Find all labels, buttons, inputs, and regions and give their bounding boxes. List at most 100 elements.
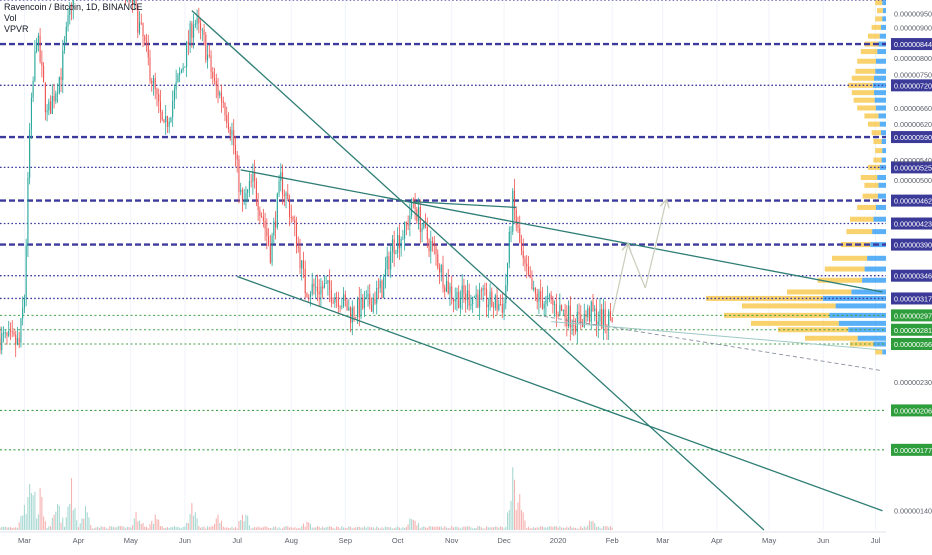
price-label-box xyxy=(891,238,932,251)
candle-body xyxy=(353,307,355,318)
candle-body xyxy=(62,50,64,81)
volume-bar xyxy=(552,526,554,530)
volume-bar xyxy=(557,527,559,530)
time-tick-label: Jul xyxy=(871,536,881,545)
volume-bar xyxy=(416,525,418,530)
volume-bar xyxy=(302,523,305,530)
vp-bar-down xyxy=(846,229,873,235)
gridlines xyxy=(23,0,877,530)
volume-bar xyxy=(391,528,393,530)
vp-bar-up xyxy=(867,255,886,261)
candle-body xyxy=(564,309,566,318)
candle-body xyxy=(238,159,240,192)
candle-body xyxy=(313,283,315,287)
candle-body xyxy=(180,70,182,73)
symbol-title[interactable]: Ravencoin / Bitcoin, 1D, BINANCE xyxy=(4,2,143,12)
candle-body xyxy=(320,286,322,295)
time-tick-label: Oct xyxy=(392,536,405,545)
volume-bar xyxy=(231,526,233,530)
volume-bar xyxy=(526,528,528,530)
time-axis: Mar Apr May Jun Jul Aug Sep Oct Nov Dec 2020 Feb Mar… xyxy=(0,531,886,550)
price-tick-label: 0.00000590 xyxy=(894,133,932,142)
volume-bar xyxy=(520,510,523,530)
volume-bar xyxy=(538,527,540,530)
volume-bar xyxy=(494,526,496,530)
volume-bar xyxy=(212,525,214,530)
volume-bar xyxy=(602,526,604,530)
volume-bars xyxy=(0,467,613,530)
candle-body xyxy=(20,318,22,343)
candle-body xyxy=(379,280,381,289)
candle-body xyxy=(13,332,15,335)
vp-bar-down xyxy=(875,349,883,355)
vp-bar-up xyxy=(873,341,886,347)
candle-body xyxy=(604,309,606,326)
volume-bar xyxy=(140,523,142,530)
time-tick-label: Nov xyxy=(445,536,459,545)
candle-body xyxy=(58,76,60,94)
candle-body xyxy=(259,210,261,217)
candle-body xyxy=(527,266,530,275)
volume-bar xyxy=(531,528,533,530)
candle-body xyxy=(285,193,287,196)
candle-body xyxy=(595,308,598,326)
candlesticks xyxy=(0,0,613,358)
candle-body xyxy=(534,287,536,294)
candle-body xyxy=(294,219,296,223)
volume-bar xyxy=(472,528,474,530)
volume-bar xyxy=(578,528,580,530)
vp-bar-up xyxy=(882,148,886,154)
volume-bar xyxy=(505,526,507,530)
candle-body xyxy=(240,189,242,192)
trendline xyxy=(236,275,883,512)
volume-bar xyxy=(189,513,191,530)
candle-body xyxy=(222,101,224,103)
volume-bar xyxy=(435,526,437,530)
volume-bar xyxy=(51,518,53,530)
volume-bar xyxy=(409,518,411,530)
candle-body xyxy=(280,172,282,181)
price-label-box xyxy=(891,404,932,417)
candle-body xyxy=(11,331,13,333)
volume-bar xyxy=(186,522,188,530)
vp-bar-down xyxy=(868,164,880,170)
chart-legend: Ravencoin / Bitcoin, 1D, BINANCE Vol VPV… xyxy=(4,2,143,35)
candle-body xyxy=(145,41,148,45)
candle-body xyxy=(266,228,268,237)
volume-bar xyxy=(203,526,205,530)
candle-body xyxy=(585,314,587,318)
vp-bar-down xyxy=(832,255,868,261)
volume-bar xyxy=(573,527,575,530)
vp-bar-up xyxy=(875,204,886,210)
volume-bar xyxy=(116,526,118,530)
candle-body xyxy=(236,154,238,160)
vp-bar-up xyxy=(872,229,886,235)
price-tick-label: 0.00000317 xyxy=(894,294,932,303)
vp-bar-up xyxy=(875,58,886,64)
candle-body xyxy=(386,256,388,270)
candle-body xyxy=(506,263,509,286)
volume-bar xyxy=(444,526,446,530)
volume-bar xyxy=(137,521,139,530)
volume-bar xyxy=(252,527,254,530)
volume-bar xyxy=(165,527,167,530)
volume-bar xyxy=(222,526,224,530)
indicator-vol[interactable]: Vol xyxy=(4,13,17,23)
candle-body xyxy=(255,180,257,201)
volume-bar xyxy=(154,514,156,530)
volume-bar xyxy=(25,513,27,530)
time-tick-label: May xyxy=(124,536,138,545)
candle-body xyxy=(205,34,207,61)
candle-body xyxy=(30,97,32,130)
volume-bar xyxy=(611,527,613,530)
vp-bar-down xyxy=(864,182,879,188)
candle-body xyxy=(158,94,160,102)
candle-body xyxy=(571,325,573,328)
volume-bar xyxy=(118,526,120,530)
volume-bar xyxy=(62,517,64,530)
candle-body xyxy=(194,23,196,25)
candle-body xyxy=(336,297,338,298)
indicator-vpvr[interactable]: VPVR xyxy=(4,24,29,34)
